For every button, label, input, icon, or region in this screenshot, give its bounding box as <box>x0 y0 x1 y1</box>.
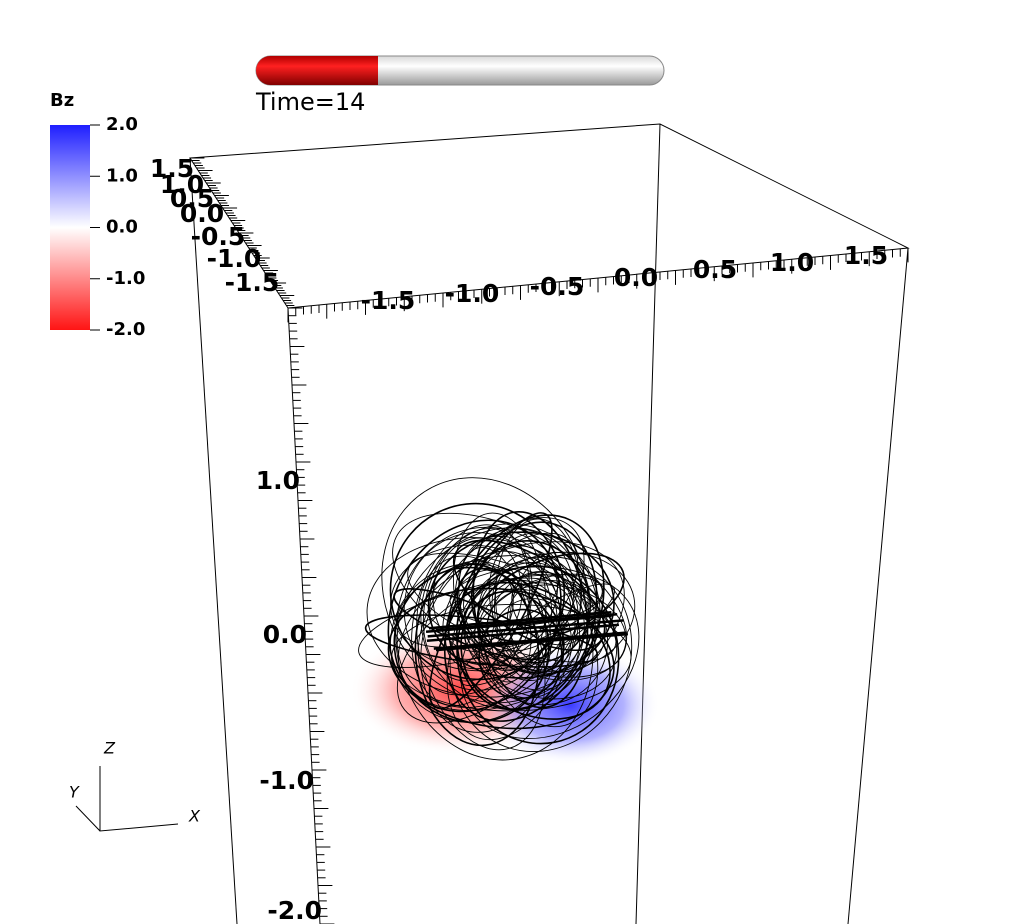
bounding-box <box>189 123 910 924</box>
field-line <box>491 552 579 673</box>
colorbar-labels: 2.0 1.0 0.0 -1.0 -2.0 <box>90 114 145 340</box>
x-axis-label: 0.5 <box>693 255 737 284</box>
x-axis-label: -0.5 <box>530 272 585 301</box>
colorbar-label: -1.0 <box>106 268 145 289</box>
x-axis-label: -1.5 <box>361 286 416 315</box>
field-lines <box>358 477 640 761</box>
axis-ticks <box>190 157 909 924</box>
z-axis-label: 1.0 <box>256 466 300 495</box>
time-label: Time=14 <box>255 88 365 116</box>
field-line <box>433 631 627 650</box>
colorbar-label: -2.0 <box>106 319 145 340</box>
x-axis-label: 0.0 <box>614 263 658 292</box>
field-line <box>460 573 640 740</box>
y-axis-label: -1.0 <box>207 244 262 273</box>
axis-labels: -1.5 -1.0 -0.5 0.0 0.5 1.0 1.51.51.00.50.0-0.5… <box>150 154 888 924</box>
field-line <box>486 584 627 681</box>
field-line <box>478 582 572 652</box>
field-line <box>463 577 618 700</box>
y-axis-label: 1.5 <box>150 154 194 183</box>
field-line <box>435 632 629 652</box>
x-axis-label: -1.0 <box>445 279 500 308</box>
field-line <box>456 567 565 674</box>
orientation-triad: Z Y X <box>69 739 201 832</box>
field-line <box>494 518 582 671</box>
field-line <box>427 619 624 638</box>
field-line <box>387 519 562 713</box>
triad-z: Z <box>103 739 116 758</box>
colorbar-label: 0.0 <box>106 217 138 238</box>
colorbar-title: Bz <box>50 90 74 111</box>
field-line <box>435 613 618 632</box>
field-line <box>420 550 562 733</box>
y-axis-label: 0.0 <box>180 199 224 228</box>
field-line <box>427 531 615 679</box>
x-axis-label: 1.0 <box>770 248 814 277</box>
field-line <box>393 588 547 661</box>
time-progress-fill <box>256 56 378 85</box>
z-axis-label: -1.0 <box>259 766 314 795</box>
triad-x: X <box>188 807 201 826</box>
y-axis-label: 1.0 <box>160 170 204 199</box>
z-axis-label: 0.0 <box>263 620 307 649</box>
field-line <box>430 611 608 630</box>
field-line <box>393 566 550 724</box>
colorbar-label: 1.0 <box>106 165 138 186</box>
colorbar <box>50 125 90 330</box>
colorbar-label: 2.0 <box>106 114 138 135</box>
field-line <box>403 532 553 691</box>
field-line <box>452 512 547 672</box>
field-line <box>458 547 532 683</box>
field-line <box>456 565 620 745</box>
field-line <box>387 587 615 730</box>
field-line <box>414 563 540 747</box>
x-axis-label: 1.5 <box>844 241 888 270</box>
field-line <box>426 623 620 643</box>
y-axis-label: -0.5 <box>191 222 246 251</box>
triad-y: Y <box>69 783 80 802</box>
y-axis-label: 0.5 <box>170 184 214 213</box>
z-axis-label: -2.0 <box>267 896 322 924</box>
y-axis-label: -1.5 <box>225 268 280 297</box>
